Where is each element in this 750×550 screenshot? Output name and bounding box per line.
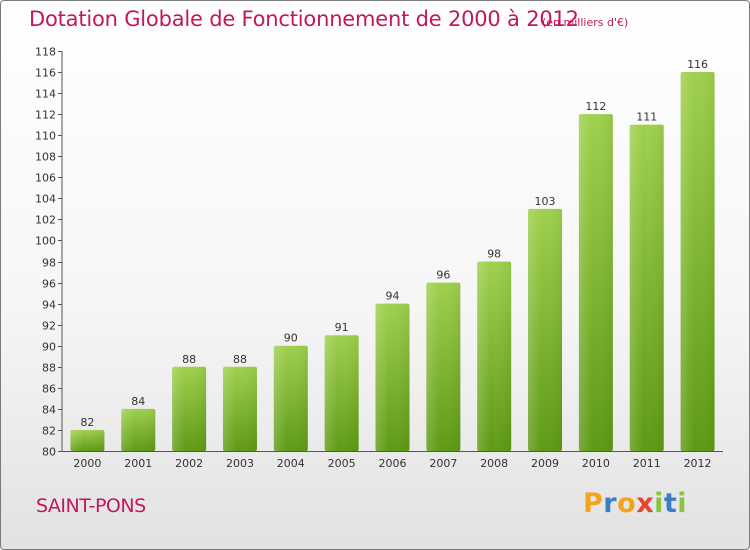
bar-shine — [426, 282, 461, 451]
y-tick-label: 118 — [35, 46, 56, 59]
x-tick-label: 2005 — [328, 457, 356, 470]
x-tick-label: 2010 — [582, 457, 610, 470]
bar-shine — [172, 366, 207, 451]
x-tick-label: 2006 — [379, 457, 407, 470]
x-tick-label: 2009 — [531, 457, 559, 470]
y-tick-label: 102 — [35, 214, 56, 227]
y-tick-label: 114 — [35, 88, 56, 101]
proxiti-logo: Proxiti — [583, 488, 687, 519]
y-tick-label: 90 — [42, 341, 56, 354]
bar-value-label: 116 — [687, 58, 708, 71]
logo-letter: x — [636, 488, 655, 519]
bar-value-label: 96 — [436, 269, 450, 282]
bar-value-label: 103 — [535, 195, 556, 208]
bar-shine — [375, 303, 410, 451]
bar-value-label: 111 — [636, 111, 657, 124]
bar-shine — [528, 208, 563, 451]
bar-shine — [324, 335, 359, 451]
x-tick-label: 2003 — [226, 457, 254, 470]
x-tick-label: 2011 — [633, 457, 661, 470]
bar-shine — [629, 124, 664, 452]
bar-value-label: 94 — [386, 290, 400, 303]
bar-shine — [222, 366, 257, 451]
bar-shine — [477, 261, 512, 451]
bar-value-label: 98 — [487, 248, 501, 261]
bars: 82 84 88 88 90 91 94 96 98 103 112 111 116 — [70, 58, 715, 452]
bar-value-label: 82 — [80, 416, 94, 429]
logo-letter: i — [677, 488, 688, 519]
x-tick-label: 2012 — [684, 457, 712, 470]
logo-letter: o — [617, 488, 637, 519]
bar-value-label: 84 — [131, 395, 145, 408]
x-tick-label: 2004 — [277, 457, 305, 470]
bar-shine — [121, 408, 156, 451]
y-tick-label: 82 — [42, 425, 56, 438]
x-tick-label: 2000 — [73, 457, 101, 470]
bar-value-label: 112 — [585, 100, 606, 113]
logo-letter: P — [583, 488, 604, 519]
chart-title: Dotation Globale de Fonctionnement de 20… — [29, 7, 579, 31]
bar-value-label: 91 — [335, 321, 349, 334]
y-tick-label: 100 — [35, 235, 56, 248]
y-tick-label: 112 — [35, 109, 56, 122]
bar-shine — [70, 429, 105, 451]
y-tick-label: 96 — [42, 278, 56, 291]
y-tick-label: 108 — [35, 151, 56, 164]
y-tick-label: 98 — [42, 257, 56, 270]
y-axis: 80 82 84 86 88 90 92 94 96 98 100 102 104 106 108 110 11… — [35, 46, 63, 459]
y-tick-label: 106 — [35, 172, 56, 185]
bar-shine — [680, 72, 715, 451]
bar-value-label: 88 — [182, 353, 196, 366]
bar-shine — [578, 114, 613, 451]
y-tick-label: 116 — [35, 67, 56, 80]
x-tick-label: 2008 — [480, 457, 508, 470]
commune-name: SAINT-PONS — [36, 495, 146, 517]
y-tick-label: 104 — [35, 193, 56, 206]
y-tick-label: 88 — [42, 362, 56, 375]
y-tick-label: 92 — [42, 320, 56, 333]
y-tick-label: 86 — [42, 383, 56, 396]
x-tick-label: 2007 — [429, 457, 457, 470]
bar-value-label: 88 — [233, 353, 247, 366]
bar-value-label: 90 — [284, 332, 298, 345]
x-tick-label: 2001 — [124, 457, 152, 470]
bar-shine — [273, 345, 308, 451]
y-tick-label: 110 — [35, 130, 56, 143]
chart-subtitle: (en milliers d'€) — [542, 16, 629, 29]
x-tick-label: 2002 — [175, 457, 203, 470]
y-tick-label: 80 — [42, 446, 56, 459]
y-tick-label: 84 — [42, 404, 56, 417]
logo-letter: t — [663, 488, 678, 519]
logo-letter: r — [603, 488, 618, 519]
logo-letter: i — [654, 488, 664, 519]
y-tick-label: 94 — [42, 299, 56, 312]
x-axis: 2000 2001 2002 2003 2004 2005 2006 2007 2008 2009… — [62, 451, 723, 470]
